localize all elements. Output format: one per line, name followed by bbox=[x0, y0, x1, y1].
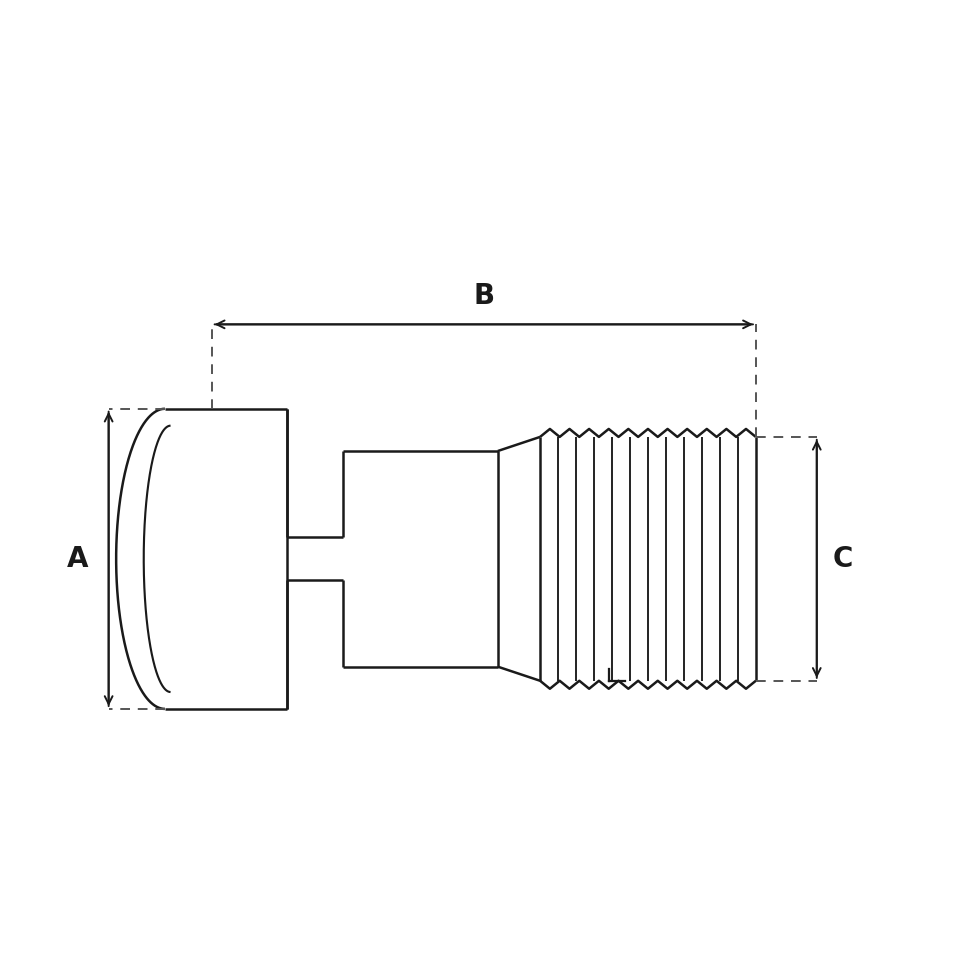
Text: B: B bbox=[473, 282, 494, 311]
Text: A: A bbox=[67, 545, 89, 573]
Text: C: C bbox=[832, 545, 853, 573]
